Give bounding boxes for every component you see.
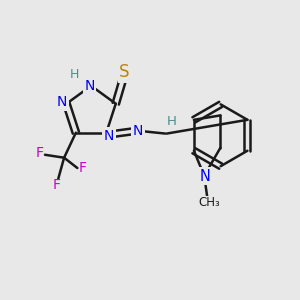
Text: F: F: [36, 146, 44, 160]
Text: N: N: [104, 129, 115, 142]
Text: N: N: [133, 124, 143, 138]
Text: CH₃: CH₃: [199, 196, 220, 209]
Text: F: F: [53, 178, 61, 192]
Text: N: N: [199, 169, 210, 184]
Text: S: S: [119, 63, 130, 81]
Text: F: F: [79, 161, 87, 175]
Text: N: N: [85, 79, 95, 93]
Text: H: H: [70, 68, 80, 81]
Text: H: H: [167, 115, 177, 128]
Text: N: N: [57, 95, 67, 109]
